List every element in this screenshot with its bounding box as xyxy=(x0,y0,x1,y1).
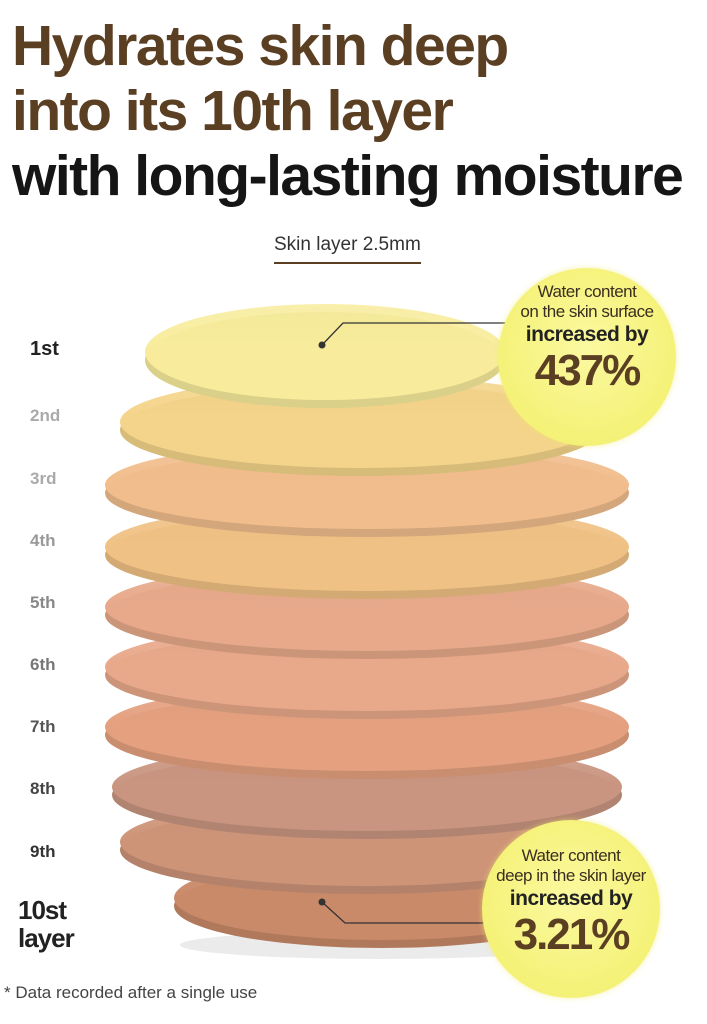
layer-label-9: 9th xyxy=(30,842,56,861)
callout-surface-value: 437% xyxy=(534,346,642,395)
layer-label-2: 2nd xyxy=(30,406,61,425)
callout-surface-line2: on the skin surface xyxy=(520,302,654,321)
callout-deep-line2: deep in the skin layer xyxy=(496,866,646,885)
headline-line-1: Hydrates skin deep xyxy=(12,14,509,78)
skin-layer-caption: Skin layer 2.5mm xyxy=(274,234,421,264)
footnote: * Data recorded after a single use xyxy=(4,983,258,1002)
layer-label-6: 6th xyxy=(30,655,56,674)
leader-deep-dot xyxy=(318,898,326,906)
layer-label-1: 1st xyxy=(30,338,59,360)
leader-deep-line xyxy=(321,901,490,924)
layer-label-7: 7th xyxy=(30,717,56,736)
layer-label-8: 8th xyxy=(30,779,56,798)
callout-deep-line3: increased by xyxy=(509,887,633,910)
layer-label-5: 5th xyxy=(30,593,56,612)
layer-label-10: 10st layer xyxy=(18,895,75,953)
headline-line-3: with long-lasting moisture xyxy=(12,144,684,208)
callout-deep-value: 3.21% xyxy=(513,910,631,959)
callout-deep: Water content deep in the skin layer inc… xyxy=(482,820,660,998)
callout-surface: Water content on the skin surface increa… xyxy=(498,268,676,446)
leader-surface-line xyxy=(321,322,505,346)
callout-surface-line3: increased by xyxy=(525,323,649,346)
headline-line-2: into its 10th layer xyxy=(12,79,454,143)
callout-surface-line1: Water content xyxy=(537,282,637,301)
layer-label-10-number: 10st xyxy=(18,895,67,925)
layer-disk-1 xyxy=(145,304,505,400)
layer-label-4: 4th xyxy=(30,531,56,550)
callout-deep-line1: Water content xyxy=(521,846,621,865)
leader-surface-dot xyxy=(318,341,326,349)
layer-label-3: 3rd xyxy=(30,469,57,488)
layer-label-10-word: layer xyxy=(18,923,75,953)
